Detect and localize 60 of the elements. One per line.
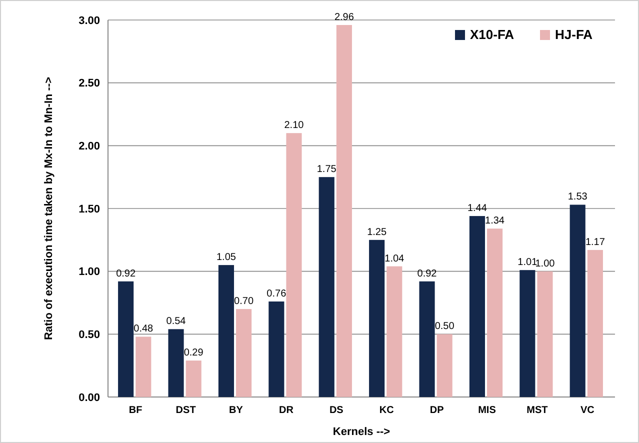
bar <box>537 271 553 397</box>
data-label: 2.10 <box>284 120 304 132</box>
y-tick-label: 1.50 <box>78 203 100 216</box>
data-label: 1.34 <box>485 216 505 227</box>
data-label: 0.50 <box>434 321 455 332</box>
bar <box>587 250 603 397</box>
bar <box>318 177 334 397</box>
data-label: 0.70 <box>234 296 254 308</box>
bar <box>419 281 435 397</box>
x-tick-label: MIS <box>478 405 496 416</box>
data-label: 1.44 <box>467 203 488 214</box>
bar <box>369 240 385 397</box>
bar <box>268 301 284 397</box>
data-label: 1.17 <box>585 236 606 248</box>
data-label: 0.76 <box>266 288 287 300</box>
bar <box>520 270 536 397</box>
x-tick-label: BF <box>128 405 142 416</box>
data-label: 1.05 <box>216 252 236 264</box>
data-label: 0.92 <box>417 268 438 280</box>
x-tick-label: MST <box>526 405 548 416</box>
x-tick-label: DST <box>176 405 196 416</box>
data-label: 1.00 <box>535 258 556 270</box>
x-tick-label: DS <box>329 405 344 416</box>
y-tick-label: 1.00 <box>78 266 100 278</box>
bar <box>118 281 134 397</box>
data-label: 0.29 <box>184 348 204 359</box>
data-label: 1.53 <box>568 192 588 203</box>
data-label: 0.54 <box>166 316 186 328</box>
bar <box>486 228 503 397</box>
bar <box>186 360 202 397</box>
data-label: 1.04 <box>384 253 405 264</box>
data-label: 0.92 <box>116 268 136 280</box>
bar <box>236 309 252 397</box>
y-tick-label: 2.00 <box>78 140 100 153</box>
x-tick-label: BY <box>229 405 244 416</box>
x-tick-label: KC <box>379 405 394 416</box>
y-tick-label: 2.50 <box>78 78 100 90</box>
data-label: 2.96 <box>334 12 354 24</box>
bar <box>386 266 402 397</box>
bar <box>336 25 352 397</box>
x-tick-label: VC <box>580 405 594 416</box>
x-tick-label: DP <box>430 405 444 416</box>
y-tick-label: 3.00 <box>78 14 100 27</box>
data-label: 1.75 <box>316 164 337 176</box>
bar <box>218 265 234 397</box>
y-axis-title: Ratio of execution time taken by Mx-In to Mn-In --> <box>43 76 55 340</box>
y-tick-label: 0.50 <box>78 329 100 342</box>
data-label: 0.48 <box>134 324 154 335</box>
bar <box>436 334 452 397</box>
bar <box>570 204 586 397</box>
x-axis-title: Kernels --> <box>332 426 390 438</box>
bar <box>286 133 302 397</box>
legend-label: HJ-FA <box>555 27 594 42</box>
bar <box>469 216 485 397</box>
bar <box>136 336 152 397</box>
y-tick-label: 0.00 <box>78 392 100 404</box>
data-label: 1.25 <box>367 226 387 238</box>
x-tick-label: DR <box>278 405 294 416</box>
bar <box>168 329 184 397</box>
legend-label: X10-FA <box>470 27 515 42</box>
